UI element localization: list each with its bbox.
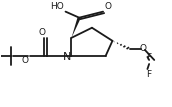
Text: N: N xyxy=(63,52,71,62)
Text: O: O xyxy=(22,56,29,65)
Text: F: F xyxy=(146,70,151,79)
Text: O: O xyxy=(105,2,112,11)
Text: O: O xyxy=(38,28,45,37)
Polygon shape xyxy=(72,17,81,38)
Text: HO: HO xyxy=(50,2,64,11)
Text: O: O xyxy=(140,44,147,53)
Text: F: F xyxy=(146,53,151,62)
